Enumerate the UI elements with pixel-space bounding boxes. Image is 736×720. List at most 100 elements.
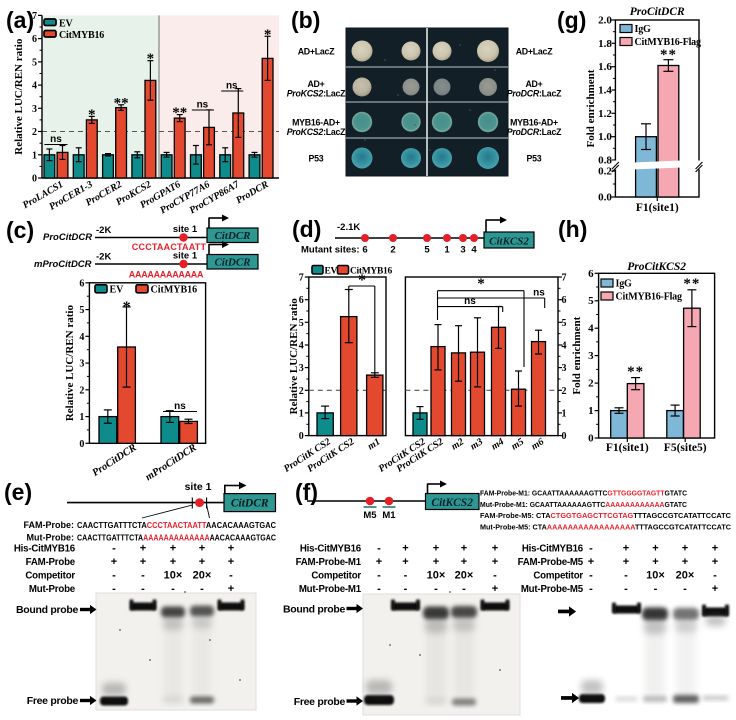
svg-text:Fold enrichment: Fold enrichment bbox=[571, 316, 583, 394]
svg-text:Mutant sites:: Mutant sites: bbox=[301, 245, 360, 256]
svg-text:7: 7 bbox=[32, 11, 37, 22]
svg-text:-: - bbox=[377, 570, 381, 582]
svg-text:M5: M5 bbox=[363, 510, 377, 521]
svg-text:IgG: IgG bbox=[635, 24, 651, 35]
svg-text:ns: ns bbox=[464, 296, 476, 307]
svg-text:CCCTAACTAATT: CCCTAACTAATT bbox=[132, 242, 207, 252]
svg-text:F1(site1): F1(site1) bbox=[606, 442, 649, 454]
svg-text:ProCitKCS2: ProCitKCS2 bbox=[627, 261, 686, 273]
svg-text:20×: 20× bbox=[676, 570, 695, 582]
svg-text:0.0: 0.0 bbox=[598, 192, 612, 204]
svg-text:*: * bbox=[147, 51, 155, 67]
svg-text:+: + bbox=[492, 556, 498, 568]
svg-text:20×: 20× bbox=[455, 570, 474, 582]
svg-text:CAACTTGATTTCTACCCTAACTAATTAACA: CAACTTGATTTCTACCCTAACTAATTAACACAAAGTGAC bbox=[77, 521, 276, 530]
svg-text:ProDCR:LacZ: ProDCR:LacZ bbox=[507, 89, 562, 99]
svg-text:*: * bbox=[477, 276, 485, 292]
svg-text:10×: 10× bbox=[427, 570, 446, 582]
svg-text:*: * bbox=[123, 299, 131, 316]
svg-text:0: 0 bbox=[299, 431, 304, 442]
svg-text:+: + bbox=[623, 543, 629, 555]
svg-text:Competitor: Competitor bbox=[533, 571, 583, 582]
svg-text:CitMYB16: CitMYB16 bbox=[350, 267, 392, 277]
svg-text:0.8: 0.8 bbox=[598, 155, 612, 167]
svg-text:10×: 10× bbox=[164, 570, 183, 582]
svg-text:M1: M1 bbox=[382, 510, 396, 521]
svg-text:CitKCS2: CitKCS2 bbox=[489, 236, 529, 248]
svg-text:site 1: site 1 bbox=[173, 224, 198, 235]
svg-text:-2.1K: -2.1K bbox=[337, 222, 360, 233]
svg-text:+: + bbox=[712, 543, 718, 555]
svg-text:5: 5 bbox=[32, 57, 37, 68]
svg-text:Mut-Probe-M1: Mut-Probe-M1 bbox=[299, 584, 362, 595]
svg-text:+: + bbox=[170, 543, 176, 555]
svg-text:ProKCS2:LacZ: ProKCS2:LacZ bbox=[287, 89, 346, 99]
svg-text:4: 4 bbox=[299, 341, 304, 352]
svg-text:-2K: -2K bbox=[96, 252, 111, 263]
svg-text:FAM-Probe: FAM-Probe bbox=[26, 557, 76, 568]
svg-text:+: + bbox=[199, 543, 205, 555]
svg-text:3: 3 bbox=[460, 245, 465, 256]
svg-text:-: - bbox=[624, 583, 628, 595]
svg-text:-: - bbox=[624, 570, 628, 582]
svg-text:CitMYB16-Flag: CitMYB16-Flag bbox=[616, 292, 682, 303]
svg-text:1: 1 bbox=[588, 405, 594, 417]
svg-text:CitMYB16-Flag: CitMYB16-Flag bbox=[635, 37, 701, 48]
svg-text:(b): (b) bbox=[291, 7, 320, 33]
svg-text:-: - bbox=[377, 583, 381, 595]
svg-text:FAM-Probe-M5: CTACTGGTGAGCTTCG: FAM-Probe-M5: CTACTGGTGAGCTTCGTAGTTTAGCC… bbox=[480, 511, 732, 520]
svg-text:7: 7 bbox=[562, 273, 567, 284]
svg-text:-: - bbox=[141, 583, 145, 595]
svg-text:2: 2 bbox=[588, 378, 594, 390]
svg-text:+: + bbox=[228, 543, 234, 555]
svg-text:Bound probe: Bound probe bbox=[283, 604, 345, 616]
svg-text:ns: ns bbox=[50, 134, 62, 145]
svg-text:-: - bbox=[462, 583, 466, 595]
svg-text:AD+LacZ: AD+LacZ bbox=[516, 47, 554, 57]
svg-text:-: - bbox=[141, 570, 145, 582]
svg-text:2: 2 bbox=[562, 386, 567, 397]
svg-text:His-CitMYB16: His-CitMYB16 bbox=[300, 544, 362, 555]
svg-text:Mut-Probe: Mut-Probe bbox=[29, 584, 76, 595]
svg-text:(h): (h) bbox=[558, 216, 587, 242]
svg-text:3: 3 bbox=[79, 359, 84, 370]
svg-text:Competitor: Competitor bbox=[311, 571, 361, 582]
svg-text:+: + bbox=[712, 556, 718, 568]
svg-text:+: + bbox=[199, 556, 205, 568]
svg-text:10×: 10× bbox=[646, 570, 665, 582]
svg-text:*: * bbox=[358, 272, 366, 289]
svg-text:EV: EV bbox=[325, 267, 338, 277]
svg-text:ProCitDCR: ProCitDCR bbox=[630, 6, 685, 18]
svg-text:CitDCR: CitDCR bbox=[214, 257, 250, 269]
svg-text:1: 1 bbox=[444, 245, 450, 256]
svg-text:6: 6 bbox=[32, 34, 37, 45]
svg-text:-: - bbox=[404, 583, 408, 595]
svg-text:Mut-Probe-M5: Mut-Probe-M5 bbox=[521, 584, 584, 595]
svg-text:4: 4 bbox=[79, 332, 84, 343]
svg-text:4: 4 bbox=[32, 81, 37, 92]
svg-text:P53: P53 bbox=[309, 154, 324, 164]
svg-text:ns: ns bbox=[226, 81, 238, 92]
svg-text:3: 3 bbox=[299, 363, 304, 374]
svg-text:2: 2 bbox=[390, 245, 395, 256]
svg-text:-: - bbox=[171, 583, 175, 595]
svg-text:(c): (c) bbox=[6, 217, 34, 243]
svg-text:**: ** bbox=[683, 276, 700, 292]
svg-text:1: 1 bbox=[562, 408, 567, 419]
svg-text:Competitor: Competitor bbox=[25, 571, 75, 582]
svg-text:+: + bbox=[140, 543, 146, 555]
svg-text:-: - bbox=[112, 570, 116, 582]
svg-text:+: + bbox=[682, 543, 688, 555]
svg-text:+: + bbox=[402, 556, 408, 568]
svg-text:AD+: AD+ bbox=[525, 79, 542, 89]
svg-text:+: + bbox=[461, 543, 467, 555]
svg-text:3: 3 bbox=[32, 104, 37, 115]
svg-text:6: 6 bbox=[299, 295, 304, 306]
svg-text:1.4: 1.4 bbox=[598, 85, 612, 97]
svg-text:FAM-Probe-M1: FAM-Probe-M1 bbox=[296, 557, 362, 568]
svg-text:MYB16-AD+: MYB16-AD+ bbox=[510, 118, 558, 128]
svg-text:+: + bbox=[652, 543, 658, 555]
svg-text:-2K: -2K bbox=[96, 225, 111, 236]
svg-text:AD+: AD+ bbox=[307, 79, 324, 89]
svg-text:Bound probe: Bound probe bbox=[16, 604, 78, 616]
